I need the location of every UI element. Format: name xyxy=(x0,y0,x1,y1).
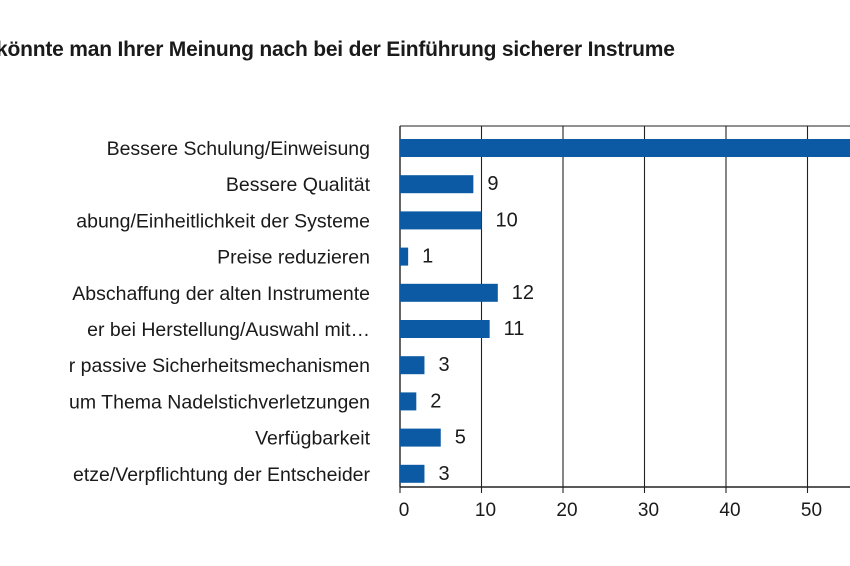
bar xyxy=(400,464,425,483)
bar xyxy=(400,283,498,302)
x-tick-label: 20 xyxy=(556,500,577,521)
data-label: 11 xyxy=(504,318,525,340)
data-label: 1 xyxy=(422,246,433,268)
category-label: Bessere Schulung/Einweisung xyxy=(107,138,370,160)
bar xyxy=(400,175,474,194)
category-label: Preise reduzieren xyxy=(217,247,370,269)
data-label: 3 xyxy=(438,463,449,485)
bar xyxy=(400,428,441,447)
chart-title: könnte man Ihrer Meinung nach bei der Ei… xyxy=(0,38,675,61)
data-label: 2 xyxy=(430,390,441,412)
data-label: 10 xyxy=(496,209,518,231)
bar xyxy=(400,356,425,375)
bar xyxy=(400,139,850,157)
category-label: etze/Verpflichtung der Entscheider xyxy=(73,464,371,486)
category-label: abung/Einheitlichkeit der Systeme xyxy=(76,210,370,232)
data-label: 3 xyxy=(438,354,449,376)
category-label: um Thema Nadelstichverletzungen xyxy=(69,391,370,413)
category-label: er bei Herstellung/Auswahl mit… xyxy=(87,319,370,341)
bar xyxy=(400,247,409,266)
bar xyxy=(400,211,482,230)
bar xyxy=(400,320,490,338)
x-tick-label: 30 xyxy=(638,500,659,521)
x-tick-label: 10 xyxy=(475,500,496,521)
data-label: 9 xyxy=(487,173,498,195)
data-label: 5 xyxy=(455,427,466,449)
x-tick-label: 40 xyxy=(719,500,740,521)
category-label: r passive Sicherheitsmechanismen xyxy=(69,355,370,377)
category-label: Abschaffung der alten Instrumente xyxy=(72,283,370,305)
category-label: Verfügbarkeit xyxy=(255,428,370,450)
x-tick-label: 0 xyxy=(399,500,410,521)
bar xyxy=(400,392,417,411)
data-label: 12 xyxy=(512,282,534,304)
category-label: Bessere Qualität xyxy=(226,174,371,196)
x-tick-label: 50 xyxy=(801,500,822,521)
